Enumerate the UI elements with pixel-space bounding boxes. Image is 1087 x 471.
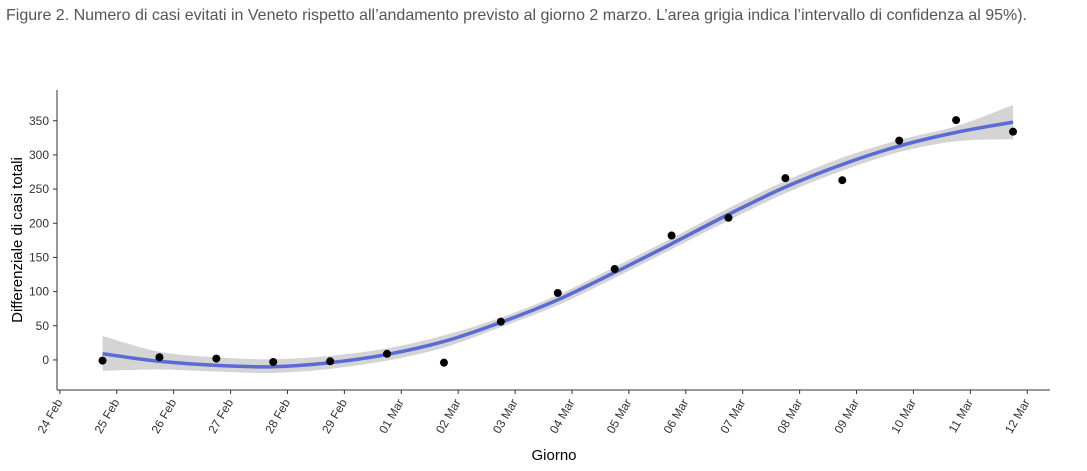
x-tick-label: 01 Mar	[376, 397, 407, 436]
y-tick-label: 150	[29, 250, 49, 264]
data-point	[1009, 127, 1018, 136]
figure-caption: Figure 2. Numero di casi evitati in Vene…	[6, 7, 1027, 24]
x-tick-label: 04 Mar	[547, 397, 578, 436]
x-tick-label: 07 Mar	[718, 397, 749, 436]
x-tick-label: 08 Mar	[774, 397, 805, 436]
x-tick-label: 11 Mar	[946, 397, 976, 436]
fit-line	[102, 120, 1014, 369]
data-point	[781, 174, 790, 183]
x-tick-label: 12 Mar	[1002, 397, 1033, 436]
data-point	[496, 317, 505, 326]
data-point	[439, 358, 448, 367]
x-tick-label: 26 Feb	[148, 396, 179, 436]
x-axis-label: Giorno	[531, 447, 576, 464]
x-tick-label: 05 Mar	[604, 397, 635, 436]
data-point	[326, 357, 335, 366]
y-tick-label: 300	[29, 148, 49, 162]
confidence-band	[102, 105, 1014, 374]
x-tick-label: 24 Feb	[35, 396, 66, 436]
y-tick-label: 250	[29, 182, 49, 196]
data-point	[667, 231, 676, 240]
x-tick-label: 02 Mar	[433, 397, 464, 436]
y-axis-label: Differenziale di casi totali	[9, 157, 26, 323]
data-point	[269, 357, 278, 366]
x-tick-label: 28 Feb	[262, 396, 293, 436]
data-point	[553, 288, 562, 297]
data-point	[952, 116, 961, 125]
x-tick-label: 06 Mar	[661, 397, 692, 436]
data-point	[838, 176, 847, 185]
data-point	[155, 353, 164, 362]
y-tick-label: 50	[36, 319, 50, 333]
y-tick-label: 200	[29, 216, 49, 230]
x-tick-label: 29 Feb	[319, 396, 350, 436]
x-tick-label: 03 Mar	[490, 397, 521, 436]
y-tick-label: 0	[42, 353, 49, 367]
x-tick-label: 10 Mar	[888, 397, 919, 436]
data-point	[212, 354, 221, 363]
data-point	[724, 213, 733, 222]
data-point	[98, 356, 107, 365]
data-point	[895, 136, 904, 145]
x-tick-label: 09 Mar	[831, 397, 862, 436]
x-tick-label: 27 Feb	[205, 396, 236, 436]
y-tick-label: 100	[29, 285, 49, 299]
data-point	[383, 349, 392, 358]
data-point	[610, 265, 619, 274]
x-tick-label: 25 Feb	[92, 396, 123, 436]
y-tick-label: 350	[29, 114, 49, 128]
